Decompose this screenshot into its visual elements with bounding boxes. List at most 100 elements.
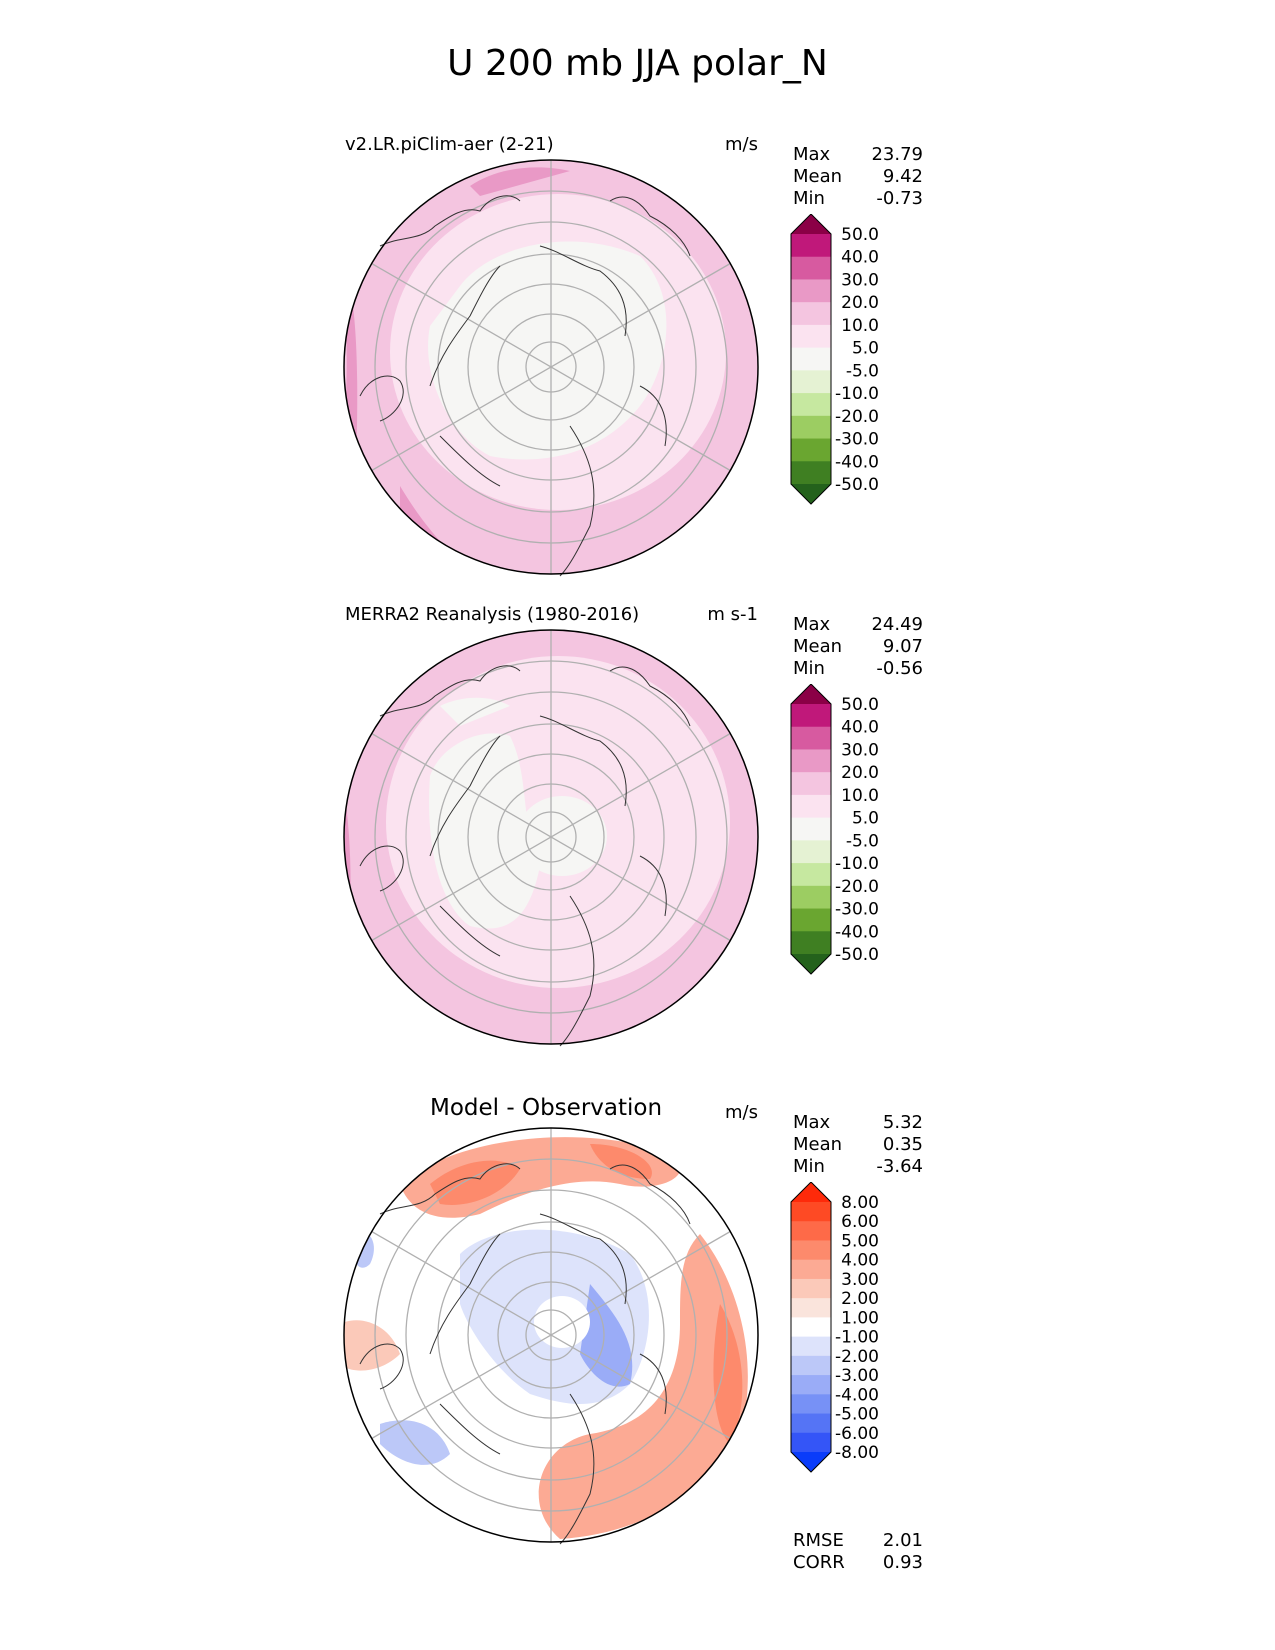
stat-value-max: 5.32 bbox=[882, 1112, 923, 1133]
colorbar-tick-label: 30.0 bbox=[841, 270, 879, 290]
panel-units: m/s bbox=[725, 134, 758, 155]
colorbar-tick-label: 5.0 bbox=[852, 339, 879, 359]
stat-value-mean: 9.42 bbox=[882, 166, 923, 187]
colorbar-tick-label: -20.0 bbox=[835, 877, 879, 897]
panel-title: MERRA2 Reanalysis (1980-2016) bbox=[345, 604, 640, 625]
colorbar-tick-label: -40.0 bbox=[835, 452, 879, 472]
stat-label-mean: Mean bbox=[793, 1134, 843, 1155]
colorbar-segment bbox=[791, 726, 831, 750]
colorbar-segment bbox=[791, 1432, 831, 1453]
colorbar-tick-label: -1.00 bbox=[835, 1328, 879, 1348]
colorbar-tick-label: -4.00 bbox=[835, 1385, 879, 1405]
colorbar-tick-label: -5.0 bbox=[846, 361, 879, 381]
panel-units: m/s bbox=[725, 1102, 758, 1123]
colorbar-segment bbox=[791, 1221, 831, 1241]
panel-title: Model - Observation bbox=[430, 1095, 663, 1121]
colorbar-tick-label: -5.0 bbox=[846, 831, 879, 851]
colorbar-segment bbox=[791, 214, 831, 234]
colorbar-outline bbox=[790, 1182, 832, 1473]
panel-title: v2.LR.piClim-aer (2-21) bbox=[345, 134, 554, 155]
polar-map bbox=[343, 159, 759, 577]
coastlines bbox=[359, 665, 691, 1047]
field-patch-negative bbox=[380, 1420, 450, 1465]
field-patch-positive bbox=[344, 1320, 400, 1371]
colorbar-segment bbox=[791, 1202, 831, 1222]
panel-units: m s-1 bbox=[707, 604, 758, 625]
field-patch-positive bbox=[430, 1160, 520, 1205]
polar-map bbox=[343, 1127, 759, 1545]
stat-label-corr: CORR bbox=[793, 1552, 845, 1573]
stat-value-rmse: 2.01 bbox=[882, 1530, 923, 1551]
colorbar-tick-label: -5.00 bbox=[835, 1405, 879, 1425]
colorbar-segment bbox=[791, 370, 831, 394]
colorbar-tick-label: 2.00 bbox=[841, 1289, 879, 1309]
panel-observation: MERRA2 Reanalysis (1980-2016) m s-1 Max 2… bbox=[0, 604, 1275, 1094]
map-boundary bbox=[343, 1127, 759, 1543]
colorbar-tick-label: -10.0 bbox=[835, 854, 879, 874]
page-title: U 200 mb JJA polar_N bbox=[447, 43, 828, 84]
colorbar-tick-label: -50.0 bbox=[835, 475, 879, 495]
stat-value-min: -3.64 bbox=[876, 1156, 923, 1177]
colorbar-segment bbox=[791, 279, 831, 303]
colorbar-outline bbox=[790, 684, 832, 975]
colorbar-tick-label: 40.0 bbox=[841, 248, 879, 268]
colorbar-segment bbox=[791, 885, 831, 910]
colorbar-segment bbox=[791, 1355, 831, 1376]
stat-label-min: Min bbox=[793, 658, 825, 679]
coastlines bbox=[359, 1163, 691, 1545]
colorbar-segment bbox=[791, 1317, 831, 1338]
colorbar-segment bbox=[791, 461, 831, 485]
stat-label-mean: Mean bbox=[793, 166, 843, 187]
colorbar-segment bbox=[791, 1298, 831, 1318]
colorbar-tick-label: 30.0 bbox=[841, 740, 879, 760]
colorbar-segment bbox=[791, 840, 831, 864]
field-patch-high bbox=[470, 167, 570, 196]
colorbar-segment bbox=[791, 1375, 831, 1395]
colorbar-segment bbox=[791, 256, 831, 280]
error-stats: RMSE 2.01 CORR 0.93 bbox=[793, 1530, 923, 1574]
colorbar-outline bbox=[790, 214, 832, 505]
colorbar-segment bbox=[791, 347, 831, 371]
colorbar-segment bbox=[791, 908, 831, 932]
colorbar-tick-label: 50.0 bbox=[841, 695, 879, 715]
panel-difference: Model - Observation m/s Max 5.32 Mean 0.35… bbox=[0, 1095, 1275, 1592]
stat-label-min: Min bbox=[793, 1156, 825, 1177]
colorbar-segment bbox=[791, 484, 831, 504]
colorbar-segment bbox=[791, 438, 831, 462]
colorbar-segment bbox=[791, 684, 831, 704]
colorbar-tick-label: 10.0 bbox=[841, 316, 879, 336]
stat-label-min: Min bbox=[793, 188, 825, 209]
stat-value-max: 23.79 bbox=[871, 144, 923, 165]
colorbar-tick-label: 20.0 bbox=[841, 293, 879, 313]
colorbar-segment bbox=[791, 234, 831, 258]
stat-value-min: -0.73 bbox=[876, 188, 923, 209]
colorbar-tick-label: -30.0 bbox=[835, 900, 879, 920]
polar-map bbox=[343, 629, 759, 1047]
field-core-low bbox=[517, 796, 607, 876]
colorbar-segment bbox=[791, 1394, 831, 1415]
colorbar-tick-label: -2.00 bbox=[835, 1347, 879, 1367]
colorbar-segment bbox=[791, 794, 831, 819]
field-patch-positive bbox=[713, 1304, 743, 1444]
stat-label-rmse: RMSE bbox=[793, 1530, 844, 1551]
colorbar-tick-label: -3.00 bbox=[835, 1366, 879, 1386]
stat-value-corr: 0.93 bbox=[882, 1552, 923, 1573]
colorbar-segment bbox=[791, 1336, 831, 1357]
colorbar-tick-label: 5.00 bbox=[841, 1231, 879, 1251]
colorbar-tick-label: -10.0 bbox=[835, 384, 879, 404]
stat-value-mean: 0.35 bbox=[882, 1134, 923, 1155]
colorbar-tick-label: -30.0 bbox=[835, 430, 879, 450]
stat-value-mean: 9.07 bbox=[882, 636, 923, 657]
colorbar-segment bbox=[791, 704, 831, 728]
colorbar-tick-label: 5.0 bbox=[852, 809, 879, 829]
colorbar-tick-label: 6.00 bbox=[841, 1212, 879, 1232]
map-boundary bbox=[343, 629, 759, 1045]
coastlines bbox=[359, 195, 691, 577]
colorbar-tick-label: -40.0 bbox=[835, 922, 879, 942]
colorbar: 50.0 40.030.0 20.0 10.0 5.0-5.0 -10.0 -20.0 -30… bbox=[790, 684, 879, 975]
map-boundary bbox=[343, 159, 759, 575]
colorbar-segment bbox=[791, 1452, 831, 1472]
stat-value-min: -0.56 bbox=[876, 658, 923, 679]
stat-label-max: Max bbox=[793, 614, 831, 635]
colorbar-segment bbox=[791, 1259, 831, 1280]
